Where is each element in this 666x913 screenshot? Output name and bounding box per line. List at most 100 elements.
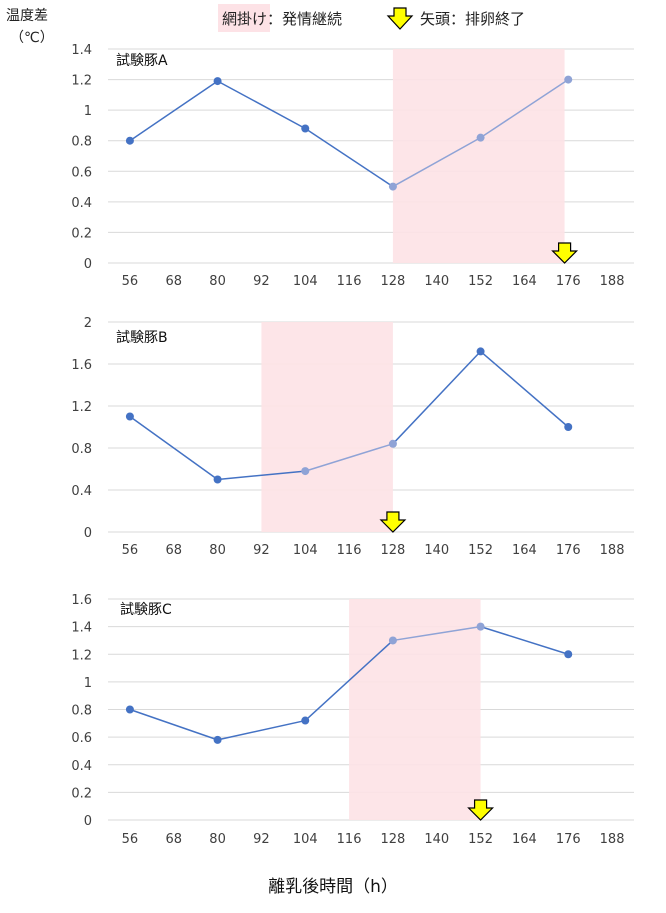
x-tick-label: 140	[424, 274, 449, 289]
series-line-segment	[217, 470, 306, 481]
x-tick-label: 140	[424, 832, 449, 847]
y-tick-label: 0.4	[71, 484, 92, 499]
x-tick-label: 176	[556, 543, 581, 558]
x-tick-label: 164	[512, 543, 537, 558]
y-tick-label: 0.2	[71, 226, 92, 241]
data-point	[476, 347, 485, 356]
series-line-segment	[480, 350, 569, 428]
panel-c: 0 0.2 0.4 0.6 0.8 1 1.2 1.4 1.6 56 68 80 92 104 116 128…	[71, 593, 634, 847]
x-tick-label: 104	[293, 832, 318, 847]
series-line-segment	[480, 625, 569, 655]
panel-b: 0 0.4 0.8 1.2 1.6 2 56 68 80 92 104 116 128 140 152 164…	[71, 316, 634, 558]
series-line-segment	[304, 639, 394, 722]
data-point	[213, 475, 222, 484]
x-tick-label: 68	[165, 274, 182, 289]
x-tick-label: 128	[381, 832, 406, 847]
panel-title: 試験豚A	[116, 53, 168, 69]
data-point	[213, 735, 222, 744]
panel-title: 試験豚B	[116, 330, 168, 346]
data-point	[125, 705, 134, 714]
y-tick-label: 0	[84, 814, 92, 829]
x-tick-label: 68	[165, 832, 182, 847]
data-point	[564, 423, 573, 431]
data-point	[213, 77, 222, 86]
legend-shading-swatch	[218, 4, 270, 32]
data-point	[301, 467, 310, 476]
x-tick-label: 92	[253, 274, 270, 289]
panel-a: 0 0.2 0.4 0.6 0.8 1 1.2 1.4 56 68 80 92 104 116 128 140…	[71, 43, 634, 289]
series-line-segment	[129, 80, 219, 142]
x-tick-label: 56	[122, 274, 139, 289]
x-tick-label: 116	[337, 543, 362, 558]
x-tick-label: 176	[556, 274, 581, 289]
data-point	[388, 439, 397, 448]
series-line-segment	[217, 719, 306, 741]
x-tick-label: 56	[122, 543, 139, 558]
y-tick-label: 1.4	[71, 43, 92, 58]
y-tick-label: 0.8	[71, 704, 92, 719]
data-point	[564, 75, 573, 84]
y-tick-label: 1	[84, 676, 92, 691]
x-tick-label: 116	[337, 832, 362, 847]
ovulation-arrow-icon	[379, 511, 407, 533]
x-axis-title: 離乳後時間（h）	[268, 877, 398, 897]
y-tick-label: 0.6	[71, 165, 92, 180]
estrus-shading	[261, 322, 393, 532]
x-tick-label: 176	[556, 832, 581, 847]
x-tick-label: 92	[253, 543, 270, 558]
x-tick-label: 80	[209, 543, 226, 558]
x-tick-label: 68	[165, 543, 182, 558]
legend-arrow-label: 矢頭：排卵終了	[420, 10, 525, 28]
x-tick-label: 188	[600, 543, 625, 558]
x-tick-label: 80	[209, 274, 226, 289]
x-tick-label: 164	[512, 274, 537, 289]
y-tick-label: 0.6	[71, 731, 92, 746]
y-tick-label: 0.8	[71, 442, 92, 457]
data-point	[388, 636, 397, 645]
y-tick-label: 1.2	[71, 400, 92, 415]
estrus-shading	[392, 49, 565, 263]
x-tick-label: 152	[468, 832, 493, 847]
y-tick-label: 0	[84, 257, 92, 272]
series-line-segment	[392, 350, 482, 445]
x-tick-label: 56	[122, 832, 139, 847]
series-line-segment	[392, 625, 481, 642]
x-tick-label: 152	[468, 543, 493, 558]
legend-shading-label: 網掛け：発情継続	[222, 10, 342, 28]
data-point	[301, 124, 310, 133]
x-tick-label: 92	[253, 832, 270, 847]
legend: 網掛け：発情継続 矢頭：排卵終了	[218, 4, 525, 32]
estrus-shading	[349, 599, 481, 820]
y-tick-label: 0.8	[71, 135, 92, 150]
legend-arrow-icon	[386, 7, 414, 30]
y-tick-label: 2	[84, 316, 92, 331]
y-tick-label: 1.4	[71, 621, 92, 636]
data-point	[564, 650, 573, 659]
x-tick-label: 80	[209, 832, 226, 847]
y-tick-label: 0.2	[71, 786, 92, 801]
x-tick-label: 128	[381, 543, 406, 558]
y-tick-label: 1.2	[71, 648, 92, 663]
data-point	[125, 412, 134, 421]
y-tick-label: 0	[84, 526, 92, 541]
y-tick-label: 1	[84, 104, 92, 119]
series-line-segment	[480, 78, 569, 139]
x-tick-label: 188	[600, 832, 625, 847]
y-tick-label: 1.6	[71, 358, 92, 373]
series-line-segment	[304, 127, 394, 188]
y-axis-title-line2: （℃）	[10, 30, 54, 46]
x-tick-label: 164	[512, 832, 537, 847]
panel-title: 試験豚C	[120, 602, 172, 618]
series-line-segment	[129, 415, 219, 481]
data-point	[301, 716, 310, 725]
y-tick-label: 1.6	[71, 593, 92, 608]
data-point	[388, 182, 397, 191]
y-tick-label: 0.4	[71, 759, 92, 774]
data-point	[476, 133, 485, 142]
ovulation-arrow-icon	[551, 242, 579, 264]
data-point	[125, 136, 134, 145]
x-tick-label: 104	[293, 274, 318, 289]
y-tick-label: 0.4	[71, 196, 92, 211]
x-tick-label: 128	[381, 274, 406, 289]
